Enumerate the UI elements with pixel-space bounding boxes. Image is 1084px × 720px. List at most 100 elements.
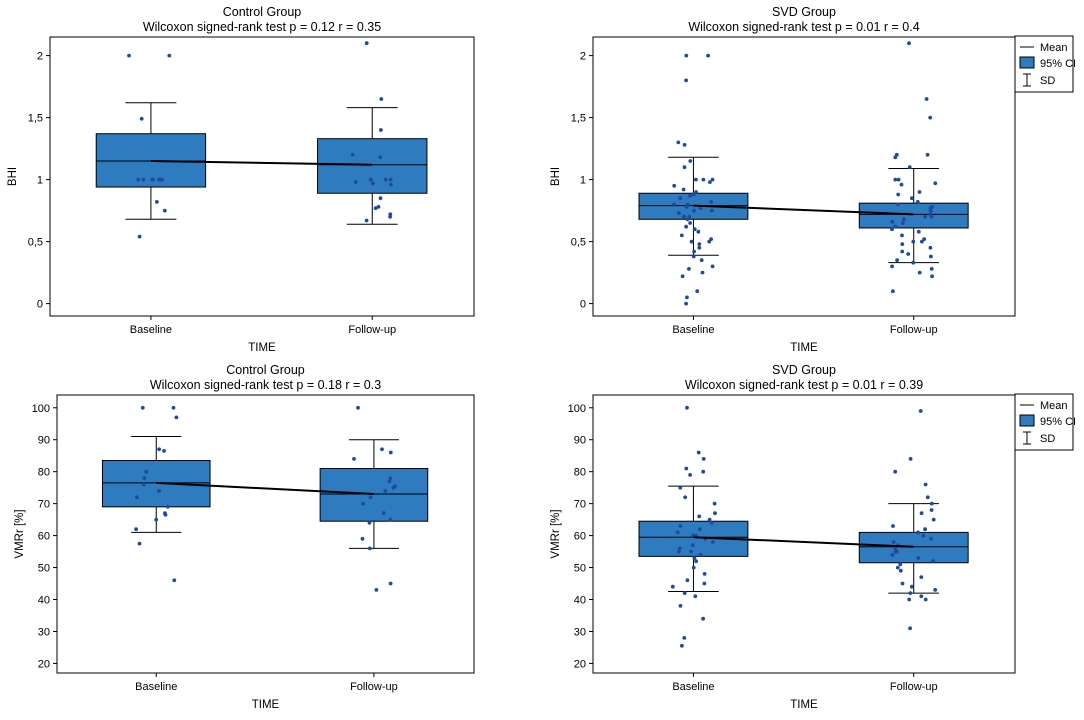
data-point [174, 415, 179, 420]
box-group-baseline [638, 405, 749, 648]
data-point [379, 97, 384, 101]
data-point [683, 495, 688, 500]
data-point [137, 234, 142, 239]
data-point [141, 482, 146, 487]
data-point [702, 581, 707, 586]
data-point [925, 495, 930, 500]
data-point [697, 514, 702, 519]
data-point [900, 249, 905, 254]
data-point [702, 572, 707, 576]
x-tick-label: Follow-up [348, 324, 396, 336]
chart-subtitle: Wilcoxon signed-rank test p = 0.01 r = 0… [688, 20, 919, 34]
mean-trend-line [150, 160, 373, 166]
data-point [688, 193, 692, 198]
y-tick-label: 30 [574, 626, 586, 638]
data-point [684, 224, 688, 229]
mean-trend-line [693, 204, 914, 216]
data-point [162, 449, 166, 453]
x-tick-label: Follow-up [350, 681, 398, 693]
data-point [916, 229, 921, 234]
data-point [684, 466, 689, 471]
legend-ci-label: 95% CI [1040, 416, 1076, 428]
legend-mean-label: Mean [1040, 400, 1068, 412]
data-point [710, 177, 715, 182]
legend-ci-swatch [1019, 414, 1035, 427]
y-tick-label: 80 [38, 467, 50, 479]
data-point [685, 295, 689, 300]
data-point [681, 187, 686, 192]
data-point [929, 536, 933, 541]
legend-mean-label: Mean [1040, 42, 1068, 54]
legend-sd-label: SD [1040, 433, 1055, 445]
plot-frame [592, 394, 1016, 674]
box-group-baseline [638, 53, 749, 306]
y-tick-label: 100 [32, 403, 50, 415]
data-point [701, 469, 706, 474]
data-point [680, 274, 685, 279]
y-tick-label: 50 [574, 563, 586, 575]
data-point [697, 245, 702, 250]
data-point [689, 549, 693, 554]
data-point [899, 182, 904, 187]
box-group-follow-up [858, 409, 969, 631]
data-point [708, 180, 712, 185]
data-point [923, 482, 928, 487]
data-point [929, 501, 934, 506]
mean-trend-line [693, 536, 914, 548]
data-point [928, 245, 933, 250]
data-point [167, 53, 172, 58]
data-point [388, 450, 393, 455]
data-point [677, 546, 682, 551]
mean-trend-line [156, 481, 374, 496]
chart-subtitle: Wilcoxon signed-rank test p = 0.18 r = 0… [150, 378, 381, 392]
x-tick-label: Baseline [672, 681, 714, 693]
data-point [687, 267, 691, 271]
data-point [917, 190, 922, 194]
data-point [893, 177, 898, 182]
plot-frame [56, 394, 475, 674]
data-point [692, 227, 697, 232]
data-point [908, 591, 913, 595]
data-point [931, 559, 935, 564]
data-point [368, 495, 373, 500]
box-group-follow-up [858, 41, 969, 294]
data-point [911, 239, 916, 244]
data-point [709, 200, 714, 204]
plot-frame [592, 36, 1016, 317]
data-point [916, 556, 921, 560]
data-point [675, 530, 680, 535]
ci-box [319, 467, 429, 522]
y-tick-label: 0,5 [571, 237, 586, 249]
data-point [678, 604, 683, 608]
chart-subtitle: Wilcoxon signed-rank test p = 0.12 r = 0… [143, 20, 381, 34]
data-point [350, 152, 355, 157]
data-point [381, 511, 386, 516]
data-point [680, 643, 684, 648]
data-point [694, 177, 698, 182]
y-tick-label: 0,5 [28, 237, 43, 249]
data-point [916, 530, 920, 535]
data-point [890, 227, 894, 232]
data-point [150, 177, 155, 182]
data-point [353, 180, 358, 185]
data-point [895, 565, 900, 570]
y-tick-label: 20 [38, 658, 50, 670]
data-point [696, 229, 701, 234]
data-point [891, 540, 896, 544]
y-axis-label: BHI [550, 167, 562, 186]
data-point [691, 254, 696, 259]
data-point [929, 508, 934, 512]
data-point [707, 239, 712, 244]
data-point [670, 584, 675, 589]
data-point [692, 249, 696, 254]
data-point [921, 533, 926, 538]
data-point [924, 97, 929, 101]
data-point [699, 258, 704, 263]
y-tick-label: 90 [574, 435, 586, 447]
data-point [929, 214, 934, 219]
data-point [368, 177, 373, 182]
box-group-follow-up [317, 41, 428, 225]
data-point [383, 489, 388, 493]
data-point [682, 591, 687, 595]
